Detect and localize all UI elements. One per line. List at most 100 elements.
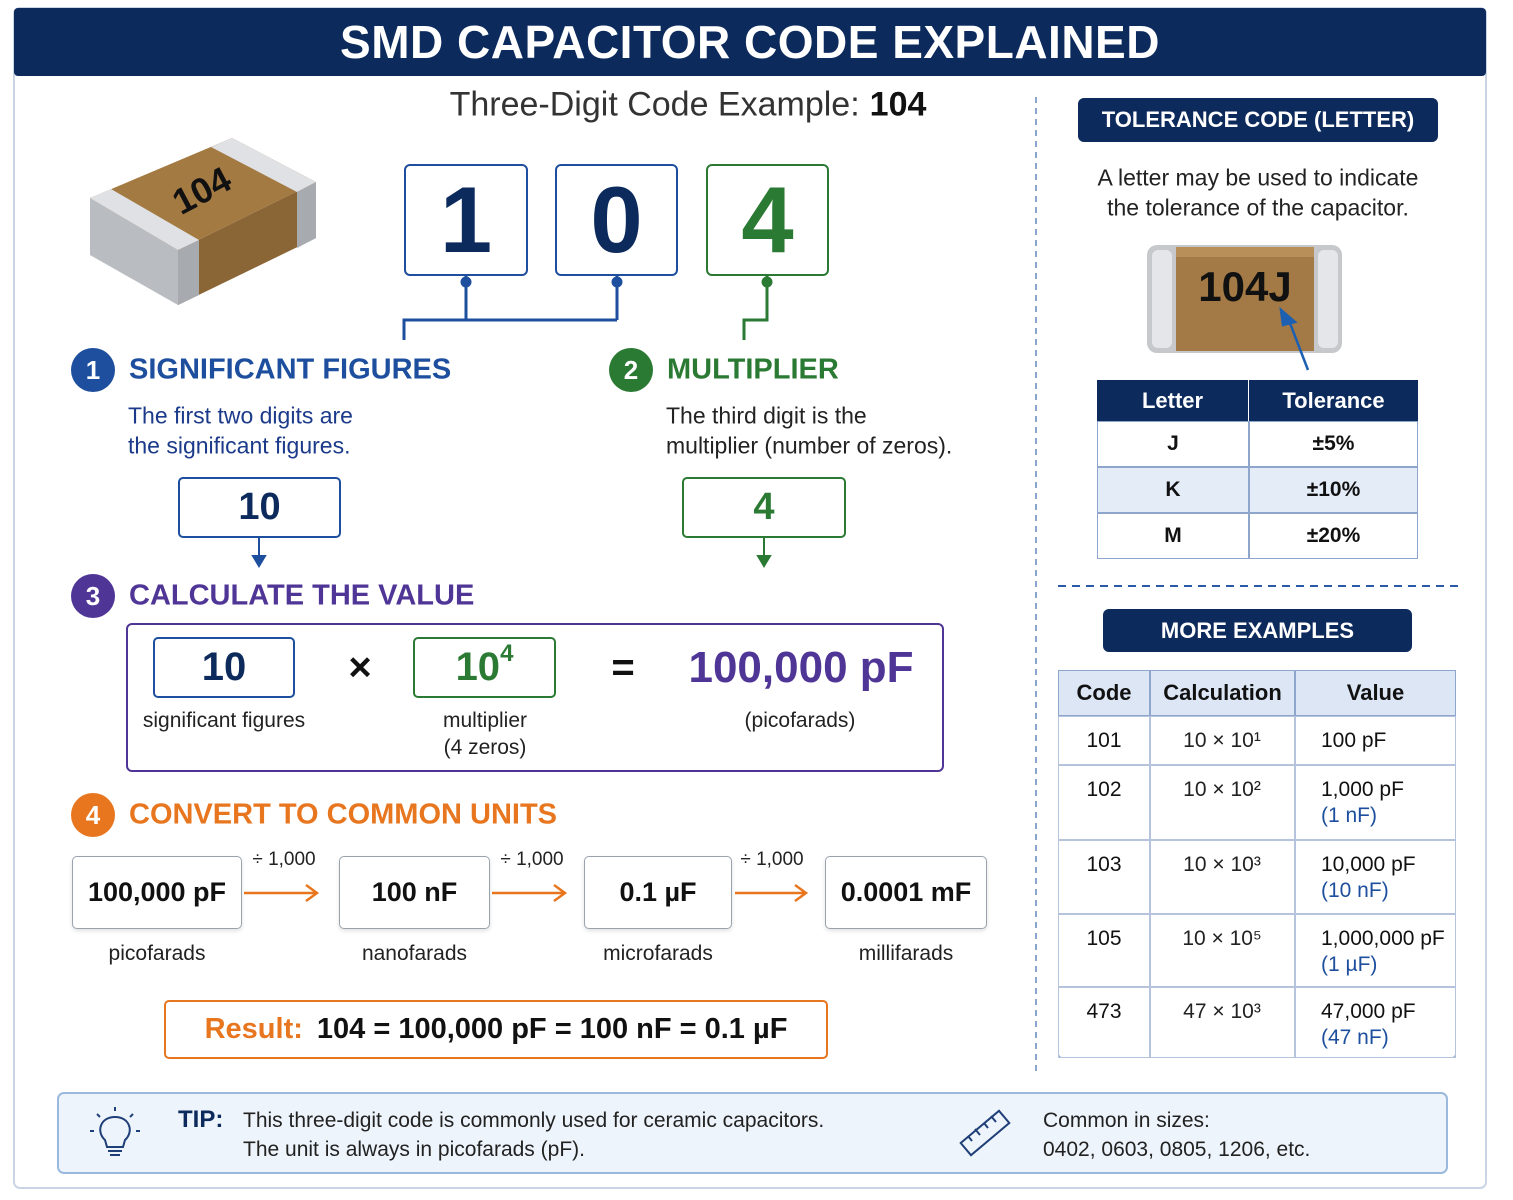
example-value: 100 pF — [1321, 729, 1387, 752]
table-header: Value — [1295, 670, 1456, 716]
unit-box: 100 nF — [339, 856, 490, 929]
sizes-text: Common in sizes: — [1043, 1109, 1210, 1132]
table-cell — [1058, 914, 1150, 987]
table-cell — [1295, 765, 1456, 840]
step-description: The first two digits are — [128, 402, 353, 429]
step-title: CALCULATE THE VALUE — [129, 579, 475, 612]
step-title: SIGNIFICANT FIGURES — [129, 353, 452, 386]
section-description: A letter may be used to indicate — [1097, 164, 1419, 191]
example-code: 473 — [1086, 1000, 1122, 1023]
caption: (4 zeros) — [443, 736, 527, 759]
table-cell: J — [1097, 421, 1249, 467]
table-cell — [1058, 765, 1150, 840]
table-header: Tolerance — [1249, 380, 1418, 421]
operation: ÷ 1,000 — [740, 849, 804, 870]
section-description: the tolerance of the capacitor. — [1107, 194, 1409, 221]
example-code: 101 — [1086, 729, 1122, 752]
caption: multiplier — [442, 709, 528, 732]
table-header: Code — [1058, 670, 1150, 716]
calculation-box — [126, 623, 944, 772]
table-cell — [1295, 914, 1456, 987]
unit-box: 100,000 pF — [72, 856, 242, 929]
sizes-text: 0402, 0603, 0805, 1206, etc. — [1043, 1138, 1311, 1161]
section-pill: MORE EXAMPLES — [1103, 609, 1412, 652]
table-cell — [1150, 840, 1295, 914]
step-badge: 4 — [71, 793, 115, 837]
example-label: Three-Digit Code Example: — [449, 85, 860, 124]
unit-box: 0.1 µF — [584, 856, 732, 929]
table-cell: ±5% — [1249, 421, 1418, 467]
step-badge: 1 — [71, 348, 115, 392]
value-box: 10 — [178, 477, 341, 538]
example-heading: Three-Digit Code Example: 104 — [450, 86, 927, 125]
value-box: 10 — [153, 637, 295, 698]
tip-text: This three-digit code is commonly used f… — [243, 1109, 825, 1132]
table-cell — [1150, 765, 1295, 840]
connector — [402, 276, 623, 340]
digit-box: 0 — [555, 164, 678, 276]
operation: ÷ 1,000 — [500, 849, 564, 870]
capacitor-chip — [1147, 245, 1342, 353]
table-cell: M — [1097, 513, 1249, 559]
unit-box: 0.0001 mF — [825, 856, 987, 929]
section-pill: TOLERANCE CODE (LETTER) — [1078, 98, 1438, 142]
calculation-result: 100,000 pF — [688, 643, 914, 692]
digit-box: 4 — [706, 164, 829, 276]
step-description: the significant figures. — [128, 432, 351, 459]
example-alternate: (1 µF) — [1321, 953, 1378, 976]
step-title: MULTIPLIER — [667, 353, 839, 386]
step-badge: 3 — [71, 574, 115, 618]
example-alternate: (10 nF) — [1321, 879, 1389, 902]
caption: significant figures — [142, 709, 306, 732]
value-box: 4 — [682, 477, 846, 538]
connector — [742, 276, 773, 340]
example-calculation: 10 × 10¹ — [1183, 729, 1261, 752]
example-value: 10,000 pF — [1321, 853, 1416, 876]
example-value: 1,000,000 pF — [1321, 927, 1445, 950]
table-header: Calculation — [1150, 670, 1295, 716]
result-expression: 104 = 100,000 pF = 100 nF = 0.1 µF — [316, 1013, 788, 1045]
table-cell — [1295, 716, 1456, 765]
chip-marking: 104J — [1198, 263, 1291, 310]
step-description: multiplier (number of zeros). — [666, 432, 953, 459]
table-cell: ±20% — [1249, 513, 1418, 559]
operation: ÷ 1,000 — [252, 849, 316, 870]
unit-name: picofarads — [108, 942, 206, 965]
example-calculation: 10 × 10² — [1183, 778, 1261, 801]
result-label: Result: — [204, 1013, 303, 1045]
power-exponent: 4 — [500, 639, 514, 667]
table-cell — [1058, 987, 1150, 1058]
example-code: 103 — [1086, 853, 1122, 876]
example-value: 1,000 pF — [1321, 778, 1404, 801]
operator: × — [348, 645, 372, 690]
step-title: CONVERT TO COMMON UNITS — [129, 798, 558, 831]
arrow — [244, 883, 809, 903]
example-code: 105 — [1086, 927, 1122, 950]
example-alternate: (1 nF) — [1321, 804, 1378, 827]
digit-box: 1 — [404, 164, 528, 276]
tip-label: TIP: — [178, 1106, 224, 1133]
header-bar — [14, 8, 1486, 76]
tip-box — [57, 1092, 1448, 1174]
example-calculation: 47 × 10³ — [1183, 1000, 1261, 1023]
example-code: 102 — [1086, 778, 1122, 801]
example-calculation: 10 × 10⁵ — [1182, 927, 1262, 950]
step-badge: 2 — [609, 348, 653, 392]
table-cell — [1058, 840, 1150, 914]
power-base: 10 — [455, 645, 501, 689]
result-box: Result: 104 = 100,000 pF = 100 nF = 0.1 µ… — [164, 1000, 828, 1059]
page-title: SMD CAPACITOR CODE EXPLAINED — [340, 16, 1160, 68]
example-calculation: 10 × 10³ — [1183, 853, 1261, 876]
table-cell — [1150, 914, 1295, 987]
operator: = — [611, 645, 635, 690]
lightbulb-icon — [90, 1107, 140, 1156]
example-code: 104 — [869, 85, 927, 124]
table-cell — [1295, 987, 1456, 1058]
table-cell: K — [1097, 467, 1249, 513]
unit-name: microfarads — [603, 942, 713, 965]
arrow — [251, 538, 267, 568]
capacitor-chip — [90, 138, 316, 305]
step-description: The third digit is the — [666, 402, 867, 429]
table-cell — [1150, 987, 1295, 1058]
